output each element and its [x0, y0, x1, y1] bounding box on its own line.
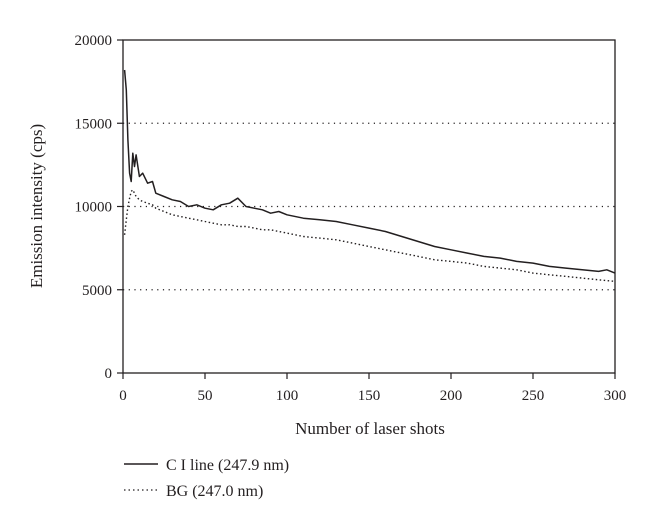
- legend-label-bg: BG (247.0 nm): [166, 483, 263, 500]
- series-line-ci-line: [123, 69, 616, 274]
- y-tick-label-15000: 15000: [75, 116, 113, 132]
- tick-labels: 0 50 100 150 200 250 300 0 5000 10000 15000 20000: [75, 33, 627, 404]
- series-layer: [123, 69, 616, 283]
- y-tick-label-20000: 20000: [75, 33, 113, 49]
- x-tick-label-0: 0: [119, 388, 127, 404]
- ticks: [117, 39, 616, 379]
- y-tick-label-10000: 10000: [75, 200, 113, 216]
- legend: C I line (247.9 nm) BG (247.0 nm): [124, 457, 289, 500]
- x-axis-title: Number of laser shots: [295, 419, 445, 438]
- x-tick-label-300: 300: [604, 388, 627, 404]
- y-tick-label-0: 0: [105, 366, 113, 382]
- x-tick-label-200: 200: [440, 388, 463, 404]
- series-line-bg: [123, 189, 616, 283]
- gridlines: [123, 122, 615, 291]
- legend-label-ci-line: C I line (247.9 nm): [166, 457, 289, 474]
- x-tick-label-50: 50: [198, 388, 213, 404]
- y-tick-label-5000: 5000: [82, 283, 112, 299]
- x-tick-label-100: 100: [276, 388, 299, 404]
- x-tick-label-150: 150: [358, 388, 381, 404]
- y-axis-title: Emission intensity (cps): [27, 124, 46, 288]
- x-tick-label-250: 250: [522, 388, 545, 404]
